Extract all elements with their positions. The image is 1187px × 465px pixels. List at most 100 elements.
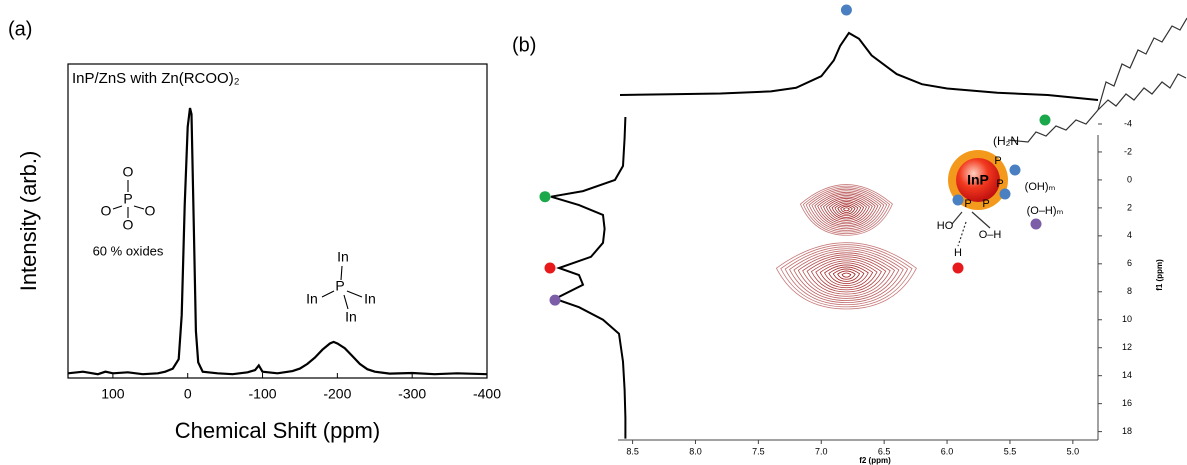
structure-label: HO: [937, 220, 954, 232]
ligand-structure: [948, 17, 1187, 274]
y-tick-label: 14: [1122, 370, 1132, 380]
y-tick-label: 10: [1122, 314, 1132, 324]
atom-label: P: [123, 191, 132, 207]
x-tick-label: 5.0: [1067, 446, 1080, 456]
dot: [952, 262, 964, 274]
y-axis-label: f1 (ppm): [1155, 259, 1164, 291]
contour-level: [780, 244, 913, 308]
y-tick-label: 8: [1127, 286, 1132, 296]
x-tick-label: -400: [473, 386, 501, 402]
structure-label: (OH)ₘ: [1025, 181, 1056, 193]
bond: [133, 205, 145, 210]
atom-label: P: [335, 278, 344, 294]
contour-level: [793, 250, 900, 301]
dot: [1039, 114, 1051, 126]
contour-level: [832, 268, 861, 282]
contour-level: [802, 254, 891, 297]
contour-level: [834, 202, 859, 217]
contour-level: [825, 198, 868, 222]
contour-level: [837, 270, 856, 280]
contour-level: [811, 190, 882, 230]
alkyl-chain: [1097, 73, 1187, 111]
y-tick-label: 2: [1127, 202, 1132, 212]
structure-label: O–H: [979, 229, 1002, 241]
x-tick-label: -100: [249, 386, 277, 402]
annotation: 60 % oxides: [93, 243, 164, 258]
x-tick-label: 7.0: [815, 446, 828, 456]
dot: [999, 188, 1011, 200]
contour-level: [805, 187, 888, 233]
dot: [952, 194, 964, 206]
structure-label: InP: [967, 172, 989, 188]
bond: [951, 211, 963, 225]
x-axis-label: f2 (ppm): [859, 456, 891, 465]
contour-level: [841, 272, 852, 278]
y-tick-label: 12: [1122, 342, 1132, 352]
structure-label: H: [954, 247, 962, 259]
contour-level: [797, 252, 896, 299]
y-tick-label: 16: [1122, 398, 1132, 408]
structure-label: P: [982, 198, 989, 210]
phosphate-bonds: [112, 180, 363, 310]
contour-level: [819, 262, 874, 289]
contour-level: [828, 266, 865, 284]
peak-marker: [549, 294, 561, 306]
contour-level: [837, 204, 856, 215]
contour-level: [824, 264, 869, 287]
structure-label: P: [994, 155, 1001, 167]
bond: [340, 265, 343, 281]
x-tick-label: -300: [398, 386, 426, 402]
atom-label: O: [101, 203, 112, 219]
spectrum-line: [67, 107, 488, 376]
x-tick-label: 0: [184, 386, 192, 402]
contour-level: [775, 242, 917, 310]
atom-label: In: [337, 249, 349, 265]
atom-label: In: [364, 291, 376, 307]
y-tick-label: 4: [1127, 230, 1132, 240]
contour-level: [817, 193, 876, 226]
atom-label: O: [145, 203, 156, 219]
y-tick-label: -2: [1124, 146, 1132, 156]
contour-level: [828, 199, 865, 220]
y-tick-label: 0: [1127, 174, 1132, 184]
contour-level: [806, 256, 887, 295]
plot-frame: [67, 63, 488, 379]
structure-label: P: [964, 198, 971, 210]
alkyl-chain: [1007, 109, 1099, 143]
contour-level: [799, 184, 893, 236]
y-tick-label: -4: [1124, 118, 1132, 128]
peak-marker: [544, 262, 556, 274]
x-tick-label: 5.5: [1004, 446, 1017, 456]
contour-level: [784, 246, 909, 306]
bond: [321, 290, 335, 298]
structure-label: (O–H)ₘ: [1027, 205, 1064, 217]
left-projection: [550, 116, 627, 439]
contour-level: [808, 188, 885, 231]
y-tick-label: 6: [1127, 258, 1132, 268]
dot: [1009, 164, 1021, 176]
peak-marker: [840, 4, 852, 16]
particle-core: [956, 158, 1000, 202]
bond: [346, 290, 363, 298]
h-bond: [957, 221, 967, 247]
contour-level: [840, 205, 853, 213]
contour-level: [822, 196, 870, 223]
contour-level: [814, 192, 879, 228]
peak-marker: [539, 191, 551, 203]
contour-level: [820, 194, 873, 225]
bond: [112, 205, 123, 210]
chart-title: InP/ZnS with Zn(RCOO)₂: [72, 70, 240, 87]
x-tick-label: 6.0: [941, 446, 954, 456]
dot: [1030, 218, 1042, 230]
bond: [971, 211, 991, 229]
structure-label: P: [996, 178, 1003, 190]
contour-level: [802, 185, 891, 235]
y-axis-label: Intensity (arb.): [16, 151, 41, 292]
atom-label: In: [306, 291, 318, 307]
top-projection: [619, 31, 1099, 101]
contour-level: [789, 248, 904, 304]
bond: [343, 294, 349, 310]
x-axis-label: Chemical Shift (ppm): [175, 418, 380, 443]
atom-label: In: [345, 309, 357, 325]
contour-level: [831, 201, 862, 218]
